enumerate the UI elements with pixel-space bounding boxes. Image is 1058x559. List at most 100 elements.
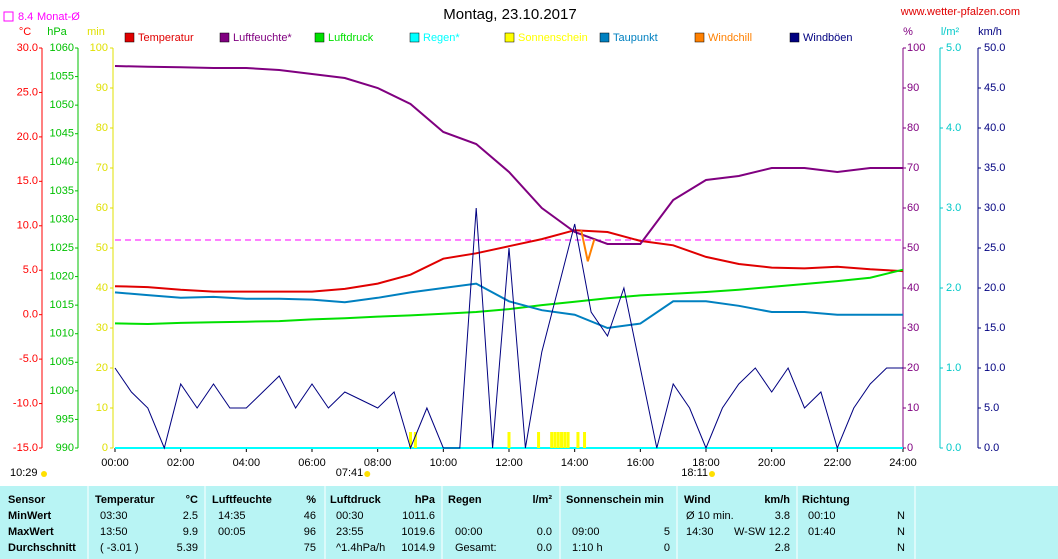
y-tick-label: 4.0 (946, 122, 961, 134)
sunshine-bar (507, 432, 511, 448)
legend-label: Windböen (803, 32, 853, 44)
x-tick-label: 10:00 (430, 457, 458, 469)
y-axis-unit: l/m² (941, 26, 960, 38)
y-tick-label: 20 (907, 362, 919, 374)
y-tick-label: 0 (907, 442, 913, 454)
y-tick-label: 5.0 (984, 402, 999, 414)
legend-label: Temperatur (138, 32, 194, 44)
x-tick-label: 18:00 (692, 457, 720, 469)
cell-value: 2.8 (775, 542, 790, 554)
sunshine-bar (576, 432, 580, 448)
y-axis-unit: % (903, 26, 913, 38)
cell-value: 1011.6 (402, 510, 435, 522)
sun-set-label: 18:11 (681, 467, 708, 479)
y-tick-label: 20.0 (984, 282, 1005, 294)
y-tick-label: 50.0 (984, 42, 1005, 54)
sunshine-bar (563, 432, 567, 448)
y-tick-label: 1055 (50, 70, 74, 82)
y-tick-label: 1035 (50, 185, 74, 197)
y-tick-label: 995 (56, 413, 74, 425)
x-tick-label: 20:00 (758, 457, 786, 469)
cell-value: 5 (664, 526, 670, 538)
y-tick-label: 990 (56, 442, 74, 454)
cell-time: 00:00 (455, 526, 483, 538)
y-tick-label: 60 (907, 202, 919, 214)
y-tick-label: 1005 (50, 356, 74, 368)
cell-time: 00:30 (336, 510, 364, 522)
y-tick-label: 45.0 (984, 82, 1005, 94)
x-tick-label: 12:00 (495, 457, 523, 469)
y-tick-label: 2.0 (946, 282, 961, 294)
series-line (114, 268, 904, 326)
series-line (114, 229, 904, 293)
y-tick-label: 1020 (50, 270, 74, 282)
y-tick-label: 1010 (50, 328, 74, 340)
cell-value: 5.39 (177, 542, 198, 554)
y-tick-label: 30.0 (984, 202, 1005, 214)
legend-label: Taupunkt (613, 32, 658, 44)
cell-time: 1:10 h (572, 542, 603, 554)
cell-time: Gesamt: (455, 542, 497, 554)
mean-value: 8.4 (18, 11, 33, 23)
y-tick-label: -5.0 (19, 353, 38, 365)
chart-title: Montag, 23.10.2017 (443, 6, 576, 23)
x-tick-label: 24:00 (889, 457, 917, 469)
sunshine-bar (553, 432, 557, 448)
y-tick-label: 30.0 (17, 42, 38, 54)
x-tick-label: 08:00 (364, 457, 392, 469)
y-tick-label: 0.0 (23, 309, 38, 321)
y-tick-label: 10.0 (17, 220, 38, 232)
y-tick-label: 1050 (50, 99, 74, 111)
sunshine-bar (583, 432, 587, 448)
y-tick-label: 70 (96, 162, 108, 174)
y-tick-label: 90 (96, 82, 108, 94)
y-axis-unit: km/h (978, 26, 1002, 38)
y-tick-label: 5.0 (946, 42, 961, 54)
legend-swatch (599, 32, 610, 43)
cell-time: 03:30 (100, 510, 128, 522)
y-tick-label: 1040 (50, 156, 74, 168)
table-header: Sonnenschein min (566, 494, 664, 506)
daylength: 10:29 (10, 467, 38, 479)
y-tick-label: 10.0 (984, 362, 1005, 374)
y-tick-label: 50 (96, 242, 108, 254)
sunshine-bar (409, 432, 412, 448)
series-line (580, 229, 596, 262)
y-tick-label: 5.0 (23, 264, 38, 276)
sunshine-bar (413, 432, 417, 448)
cell-time: 14:30 (686, 526, 714, 538)
y-tick-label: 1060 (50, 42, 74, 54)
x-tick-label: 00:00 (101, 457, 129, 469)
y-tick-label: 35.0 (984, 162, 1005, 174)
cell-value: 75 (304, 542, 316, 554)
y-tick-label: 80 (96, 122, 108, 134)
y-tick-label: 3.0 (946, 202, 961, 214)
y-tick-label: 10 (907, 402, 919, 414)
y-tick-label: 20.0 (17, 131, 38, 143)
sunshine-bar (566, 432, 570, 448)
y-tick-label: 40.0 (984, 122, 1005, 134)
y-tick-label: 25.0 (984, 242, 1005, 254)
cell-time: 14:35 (218, 510, 246, 522)
y-tick-label: 40 (907, 282, 919, 294)
legend-swatch (124, 32, 135, 43)
y-axis-unit: °C (19, 26, 31, 38)
table-header: Sensor (8, 494, 46, 506)
x-tick-label: 04:00 (233, 457, 261, 469)
cell-value: 3.8 (775, 510, 790, 522)
sun-set-marker (709, 471, 716, 477)
cell-time: 01:40 (808, 526, 836, 538)
table-header: Regen (448, 494, 482, 506)
table-background (0, 486, 1058, 559)
cell-value: 1019.6 (401, 526, 435, 538)
table-header: Luftfeuchte (212, 494, 272, 506)
y-tick-label: 15.0 (17, 175, 38, 187)
y-tick-label: 40 (96, 282, 108, 294)
y-tick-label: 10 (96, 402, 108, 414)
legend-swatch (789, 32, 800, 43)
x-tick-label: 06:00 (298, 457, 326, 469)
y-tick-label: 100 (907, 42, 925, 54)
y-tick-label: 100 (90, 42, 108, 54)
